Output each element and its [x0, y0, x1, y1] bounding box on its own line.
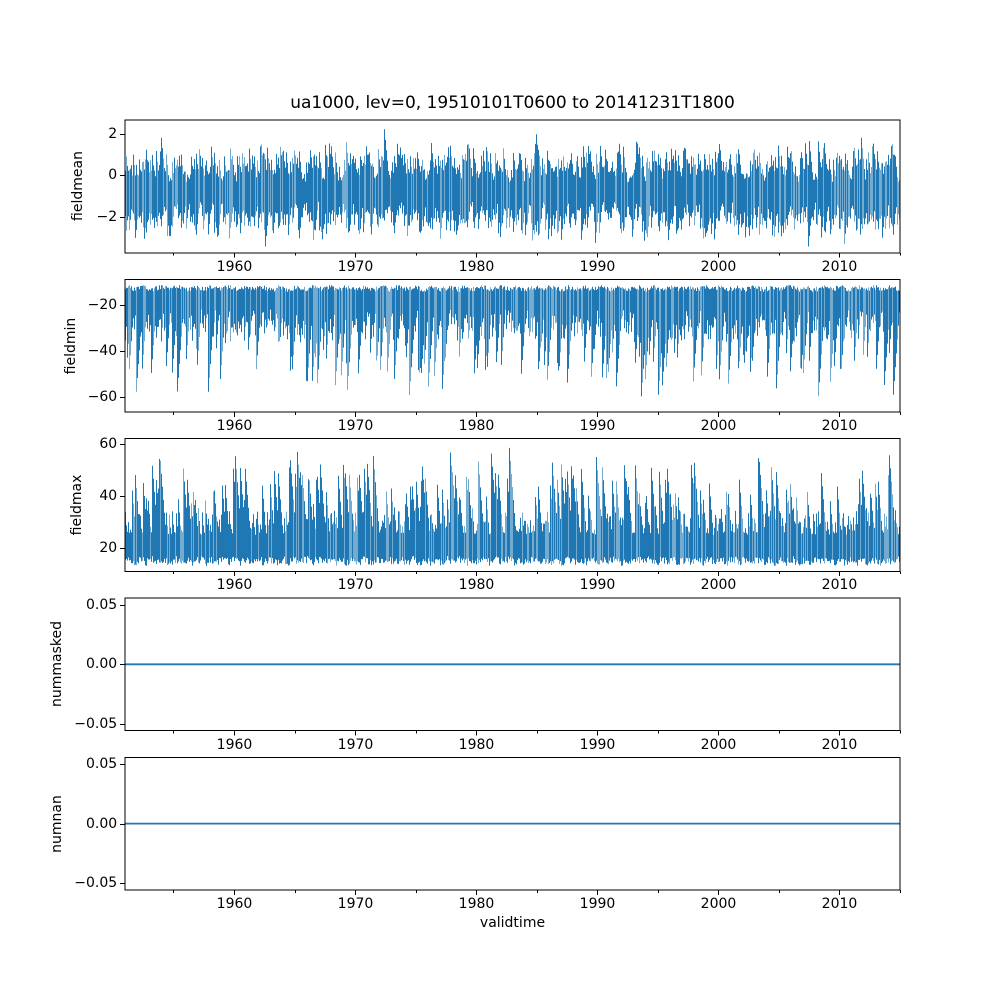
y-tick-label: 0.05 — [86, 597, 118, 613]
x-tick-label: 2000 — [700, 577, 737, 594]
x-tick-label: 1970 — [337, 736, 374, 753]
subplot-fieldmax — [120, 438, 901, 577]
series-fieldmean-band-texture — [126, 142, 900, 245]
y-tick-label: 2 — [108, 126, 118, 142]
x-tick-label: 2000 — [700, 896, 737, 912]
x-tick-label: 1960 — [216, 258, 253, 275]
y-tick-label: 40 — [99, 488, 118, 504]
x-tick-label: 1990 — [579, 258, 616, 275]
x-tick-label: 1990 — [579, 896, 616, 912]
y-tick-label: −40 — [87, 343, 118, 359]
x-tick-label: 1980 — [458, 418, 495, 435]
axes-spine — [124, 119, 901, 254]
x-tick-label: 1990 — [579, 418, 616, 435]
x-tick-label: 1980 — [458, 896, 495, 912]
subplot-fieldmean — [120, 119, 901, 258]
x-tick-label: 2010 — [821, 736, 858, 753]
x-tick-label: 2010 — [821, 896, 858, 912]
y-tick-label: 0.00 — [86, 816, 118, 832]
x-tick-label: 2010 — [821, 258, 858, 275]
y-tick-label: 0 — [108, 167, 118, 183]
series-fieldmax-band-texture — [133, 460, 898, 566]
x-tick-label: 2010 — [821, 418, 858, 435]
x-tick-label: 1970 — [337, 258, 374, 275]
x-tick-label: 2000 — [700, 418, 737, 435]
y-tick-label: 20 — [99, 540, 118, 556]
axes-spine — [124, 756, 901, 891]
series-fieldmin-band — [125, 285, 900, 397]
y-tick-label: 0.00 — [86, 656, 118, 672]
y-tick-label: −0.05 — [74, 716, 118, 732]
x-tick-label: 1970 — [337, 896, 374, 912]
axes-spine — [124, 278, 901, 413]
x-tick-label: 1970 — [337, 577, 374, 594]
series-fieldmin-band-texture — [128, 285, 898, 397]
y-tick-label: 0.05 — [86, 756, 118, 772]
x-tick-label: 2000 — [700, 736, 737, 753]
figure-title: ua1000, lev=0, 19510101T0600 to 20141231… — [290, 93, 735, 113]
subplot-nummasked — [120, 597, 901, 736]
y-tick-label: −20 — [87, 297, 118, 313]
x-tick-label: 1970 — [337, 418, 374, 435]
x-tick-label: 2010 — [821, 577, 858, 594]
x-tick-label: 1960 — [216, 418, 253, 435]
x-tick-label: 1960 — [216, 736, 253, 753]
axes-spine — [124, 438, 901, 572]
x-tick-label: 1990 — [579, 577, 616, 594]
x-tick-label: 1960 — [216, 896, 253, 912]
x-tick-label: 1980 — [458, 577, 495, 594]
y-tick-label: −2 — [96, 209, 118, 225]
x-tick-label: 1980 — [458, 258, 495, 275]
subplot-fieldmin — [120, 278, 901, 417]
x-tick-label: 1960 — [216, 577, 253, 594]
xlabel-validtime: validtime — [479, 915, 546, 931]
x-tick-label: 1990 — [579, 736, 616, 753]
y-tick-label: −0.05 — [74, 875, 118, 891]
x-tick-label: 1980 — [458, 736, 495, 753]
subplot-numnan — [120, 756, 901, 895]
y-tick-label: −60 — [87, 389, 118, 405]
y-tick-label: 60 — [99, 436, 118, 452]
x-tick-label: 2000 — [700, 258, 737, 275]
